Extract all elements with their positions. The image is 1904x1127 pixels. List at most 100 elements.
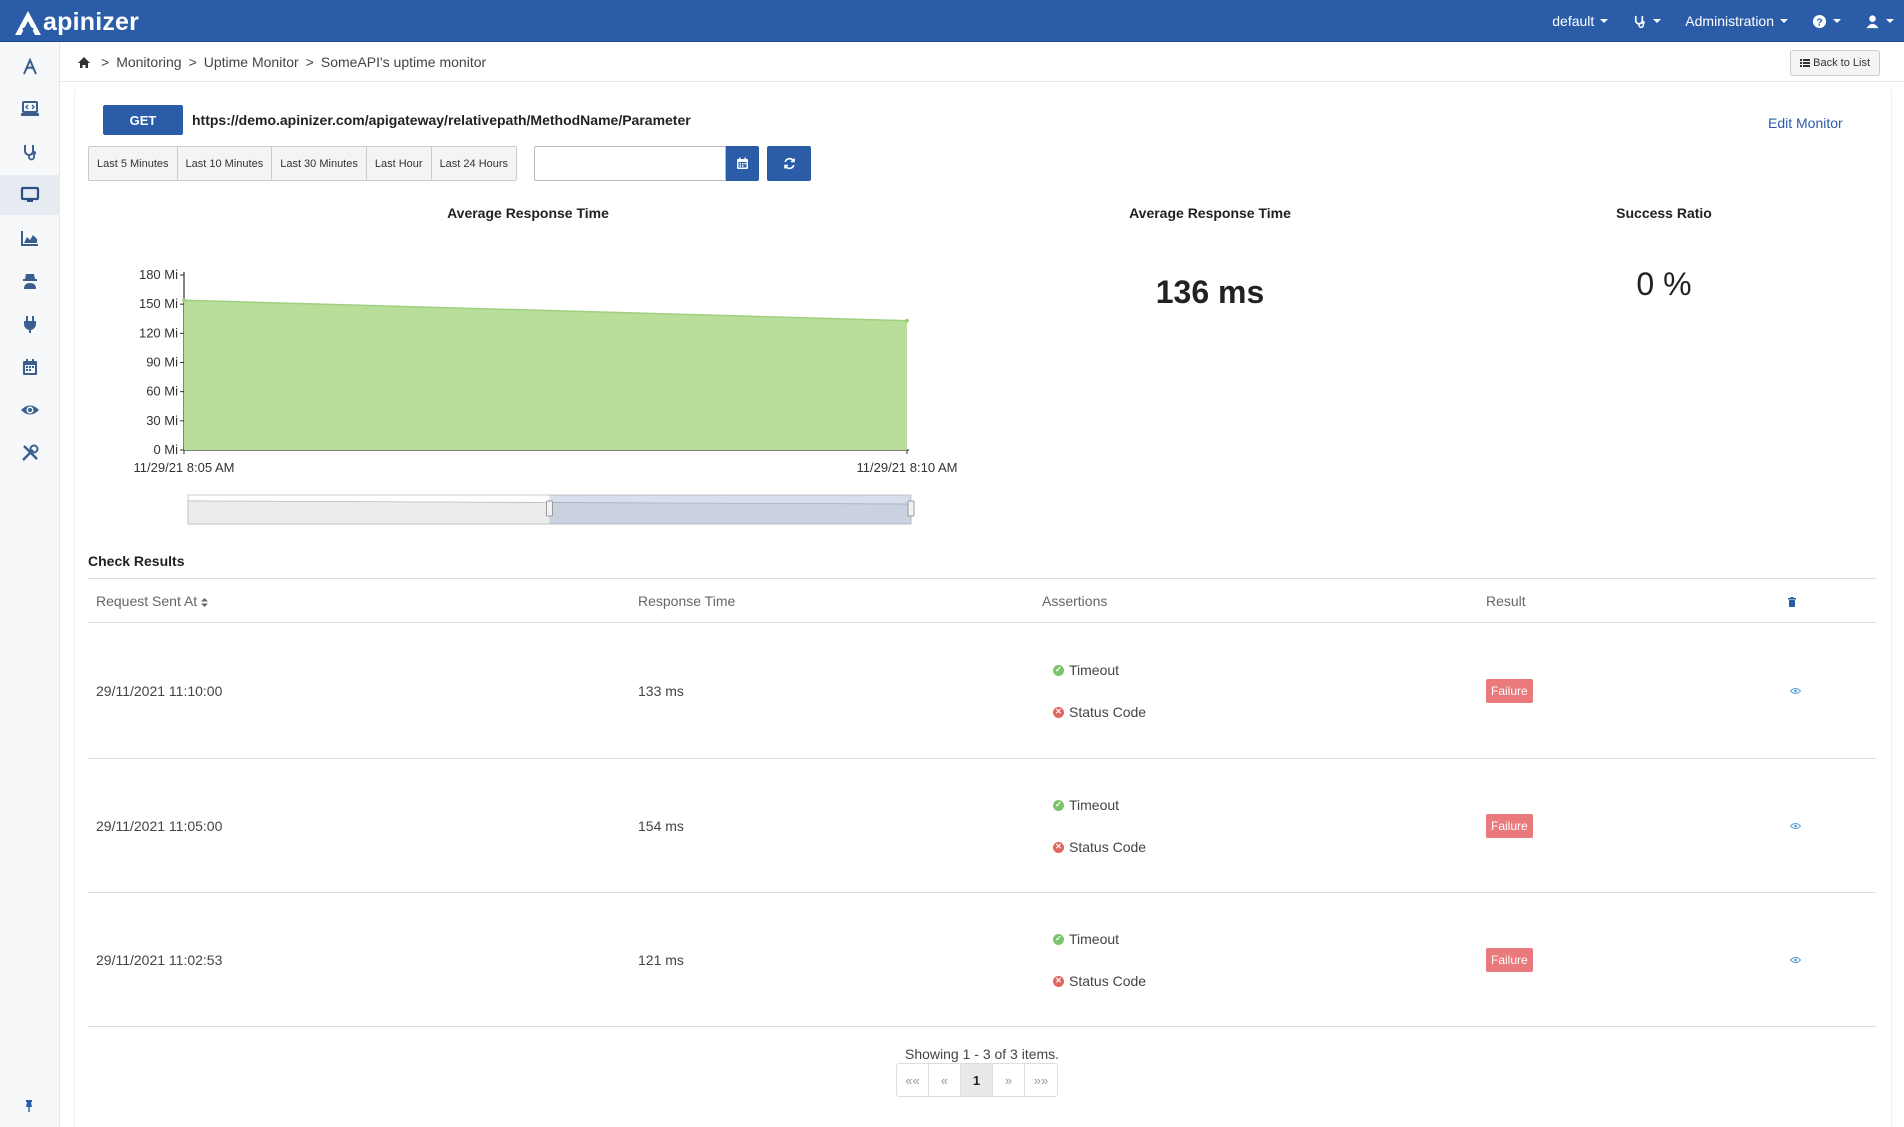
- navigator-handle[interactable]: [546, 500, 553, 517]
- administration-dropdown[interactable]: Administration: [1685, 13, 1788, 29]
- breadcrumb-separator: >: [101, 54, 110, 70]
- pin-icon[interactable]: [22, 1099, 36, 1113]
- view-details-eye-icon[interactable]: [1790, 822, 1801, 830]
- check-circle-icon: ✓: [1053, 933, 1064, 945]
- sidebar-item-analytics[interactable]: [0, 218, 60, 258]
- monitor-dropdown[interactable]: [1632, 14, 1662, 29]
- data-point: [905, 318, 909, 323]
- y-tick-label: 180 Mi: [139, 267, 178, 282]
- range-last-10-minutes[interactable]: Last 10 Minutes: [178, 147, 273, 180]
- success-ratio-title: Success Ratio: [1616, 205, 1712, 221]
- breadcrumb-uptime-monitor[interactable]: Uptime Monitor: [203, 54, 299, 70]
- view-details-eye-icon[interactable]: [1790, 687, 1801, 695]
- back-to-list-button[interactable]: Back to List: [1790, 50, 1880, 76]
- assertion-label: Status Code: [1069, 704, 1147, 720]
- view-details-eye-icon[interactable]: [1790, 956, 1801, 964]
- sidebar-item-development[interactable]: [0, 89, 60, 129]
- list-icon: [1800, 59, 1811, 67]
- sidebar-item-visibility[interactable]: [0, 390, 60, 430]
- help-dropdown[interactable]: ?: [1812, 14, 1841, 29]
- request-sent-at-cell: 29/11/2021 11:02:53: [96, 952, 223, 968]
- table-header: Request Sent At Response Time Assertions…: [88, 579, 1876, 623]
- sidebar-item-monitor[interactable]: [0, 175, 60, 215]
- range-last-24-hours[interactable]: Last 24 Hours: [439, 157, 509, 170]
- apinizer-logo-icon: [15, 10, 41, 35]
- pagination-summary: Showing 1 - 3 of 3 items.: [905, 1046, 1060, 1062]
- pagination: «« « 1 » »»: [896, 1063, 1058, 1097]
- breadcrumb-separator: >: [305, 54, 314, 70]
- edit-monitor-link[interactable]: Edit Monitor: [1768, 115, 1843, 131]
- x-tick-label: 11/29/21 8:10 AM: [857, 460, 958, 475]
- back-to-list-label: Back to List: [1813, 57, 1870, 69]
- response-time-cell: 133 ms: [638, 683, 684, 699]
- assertion-item: ✕ Status Code: [1053, 839, 1146, 855]
- y-tick-label: 0 Mi: [153, 442, 178, 457]
- chart-range-navigator[interactable]: [187, 494, 915, 525]
- check-circle-icon: ✓: [1053, 664, 1064, 676]
- chevron-down-icon: [1886, 19, 1894, 23]
- assertion-label: Timeout: [1069, 797, 1120, 813]
- column-header-result: Result: [1486, 593, 1526, 609]
- page-button-current[interactable]: 1: [961, 1064, 993, 1096]
- sidebar-item-api-designer[interactable]: [0, 47, 60, 87]
- calendar-icon: [23, 359, 37, 375]
- breadcrumb-monitoring[interactable]: Monitoring: [116, 54, 182, 70]
- assertion-label: Timeout: [1069, 662, 1120, 678]
- refresh-button[interactable]: [767, 146, 811, 181]
- brand-logo[interactable]: apinizer: [14, 8, 139, 37]
- development-icon: [21, 101, 39, 116]
- sidebar-item-spy[interactable]: [0, 261, 60, 301]
- response-time-cell: 154 ms: [638, 818, 684, 834]
- check-results-table: Request Sent At Response Time Assertions…: [88, 578, 1876, 1027]
- data-point: [182, 298, 186, 303]
- monitor-detail-card: [74, 90, 1892, 1127]
- breadcrumb: > Monitoring > Uptime Monitor > SomeAPI'…: [77, 54, 486, 70]
- range-last-hour[interactable]: Last Hour: [367, 147, 432, 180]
- y-tick-label: 60 Mi: [146, 384, 178, 399]
- range-last-30-minutes[interactable]: Last 30 Minutes: [272, 147, 367, 180]
- sidebar-item-monitoring-health[interactable]: [0, 132, 60, 172]
- response-time-chart: 0 Mi 30 Mi 60 Mi 90 Mi 120 Mi 150 Mi 180 Mi 11/…: [134, 267, 958, 525]
- breadcrumb-separator: >: [188, 54, 197, 70]
- user-dropdown[interactable]: [1865, 14, 1894, 29]
- assertion-item: ✓ Timeout: [1053, 662, 1119, 678]
- http-method-badge: GET: [103, 105, 183, 135]
- assertion-label: Status Code: [1069, 839, 1147, 855]
- table-row: 29/11/2021 11:10:00 133 ms ✓ Timeout ✕ Status…: [88, 623, 1876, 759]
- response-time-line: [183, 299, 908, 322]
- y-tick-label: 150 Mi: [139, 296, 178, 311]
- calendar-button[interactable]: [726, 146, 759, 181]
- tools-icon: [22, 444, 39, 461]
- assertion-label: Timeout: [1069, 931, 1120, 947]
- assertion-item: ✓ Timeout: [1053, 797, 1119, 813]
- sidebar-item-connectors[interactable]: [0, 304, 60, 344]
- home-icon[interactable]: [77, 56, 91, 69]
- monitor-url: https://demo.apinizer.com/apigateway/rel…: [192, 112, 691, 128]
- sidebar-item-scheduled-jobs[interactable]: [0, 347, 60, 387]
- navigator-handle[interactable]: [907, 500, 915, 517]
- first-page-button[interactable]: ««: [897, 1064, 929, 1096]
- eye-icon: [21, 405, 39, 415]
- last-page-button[interactable]: »»: [1033, 1072, 1049, 1088]
- project-dropdown[interactable]: default: [1552, 13, 1609, 29]
- success-ratio-value: 0 %: [1636, 266, 1692, 302]
- request-sent-at-cell: 29/11/2021 11:05:00: [96, 818, 223, 834]
- chevron-down-icon: [1780, 19, 1788, 23]
- range-last-5-minutes[interactable]: Last 5 Minutes: [89, 147, 178, 180]
- average-response-time-value: 136 ms: [1155, 274, 1265, 310]
- y-tick-label: 30 Mi: [146, 413, 178, 428]
- sidebar-item-system-tools[interactable]: [0, 433, 60, 473]
- table-row: 29/11/2021 11:05:00 154 ms ✓ Timeout ✕ Status…: [88, 759, 1876, 893]
- breadcrumb-bar: > Monitoring > Uptime Monitor > SomeAPI'…: [60, 42, 1904, 82]
- date-range-input[interactable]: [534, 146, 726, 181]
- y-tick-label: 90 Mi: [146, 355, 178, 370]
- previous-page-button[interactable]: «: [929, 1064, 961, 1096]
- api-designer-icon: [23, 57, 37, 75]
- column-header-request-sent-at[interactable]: Request Sent At: [96, 593, 209, 609]
- next-page-button[interactable]: »: [993, 1064, 1025, 1096]
- top-menu: default Administration ?: [1528, 0, 1894, 42]
- y-tick-label: 120 Mi: [139, 325, 178, 340]
- trash-icon[interactable]: [1788, 597, 1796, 607]
- spy-icon: [23, 274, 37, 289]
- navigator-selection[interactable]: [549, 495, 912, 524]
